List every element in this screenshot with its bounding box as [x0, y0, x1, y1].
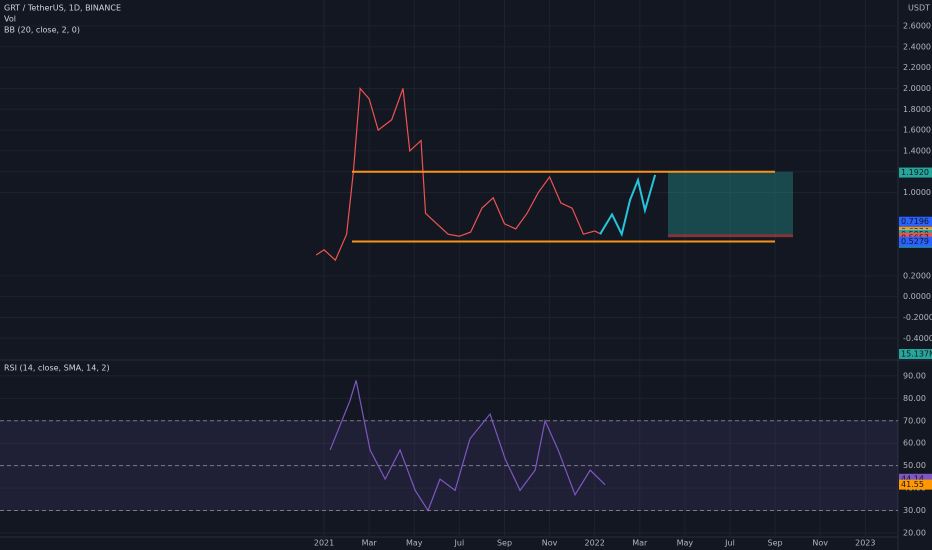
- y-tick-label: -0.4000: [903, 334, 932, 343]
- x-tick-label: Nov: [542, 539, 558, 548]
- subtitle: Vol: [4, 15, 16, 24]
- y-tick-label: 1.4000: [903, 146, 931, 155]
- volume-label-box: [899, 349, 932, 359]
- y-tick-label: 50.00: [903, 461, 926, 470]
- y-tick-label: 80.00: [903, 394, 926, 403]
- target-zone: [668, 171, 793, 235]
- price-label: 41.55: [901, 480, 924, 489]
- y-tick-label: 1.0000: [903, 188, 931, 197]
- y-tick-label: 2.2000: [903, 63, 931, 72]
- y-tick-label: 90.00: [903, 371, 926, 380]
- y-tick-label: 0.0000: [903, 292, 931, 301]
- y-tick-label: 60.00: [903, 439, 926, 448]
- price-label-box: [899, 479, 932, 490]
- price-label: 1.1920: [901, 168, 929, 177]
- x-tick-label: 2021: [314, 539, 334, 548]
- indicator-label: BB (20, close, 2, 0): [4, 26, 80, 35]
- price-label-box: [899, 473, 932, 484]
- price-label-box: [899, 236, 932, 247]
- price-label: 44.14: [901, 474, 924, 483]
- price-label: 0.7196: [901, 217, 929, 226]
- volume-label: 15.137M: [901, 350, 932, 359]
- x-tick-label: 2023: [855, 539, 875, 548]
- price-label-box: [899, 216, 932, 227]
- x-tick-label: Sep: [497, 539, 512, 548]
- y-tick-label: 1.8000: [903, 105, 931, 114]
- x-tick-label: Sep: [768, 539, 783, 548]
- x-tick-label: 2022: [585, 539, 605, 548]
- x-tick-label: Mar: [362, 539, 378, 548]
- unit-label: USDT: [908, 4, 930, 13]
- y-tick-label: 20.00: [903, 528, 926, 537]
- chart-title: GRT / TetherUS, 1D, BINANCE: [4, 4, 121, 13]
- x-tick-label: Nov: [812, 539, 828, 548]
- y-tick-label: 70.00: [903, 416, 926, 425]
- y-tick-label: 1.6000: [903, 126, 931, 135]
- y-tick-label: 2.0000: [903, 84, 931, 93]
- y-tick-label: 0.2000: [903, 271, 931, 280]
- y-tick-label: 2.6000: [903, 22, 931, 31]
- price-label-box: [899, 167, 932, 178]
- stop-zone: [668, 234, 793, 238]
- y-tick-label: 30.00: [903, 506, 926, 515]
- x-tick-label: May: [406, 539, 423, 548]
- series-line: [329, 380, 606, 512]
- y-tick-label: 2.4000: [903, 42, 931, 51]
- rsi-title: RSI (14, close, SMA, 14, 2): [4, 364, 110, 373]
- series-line: [315, 86, 602, 262]
- price-label: 0.5279: [901, 237, 929, 246]
- x-tick-label: Jul: [454, 539, 465, 548]
- x-tick-label: Mar: [632, 539, 648, 548]
- series-line: [599, 174, 657, 238]
- x-tick-label: Jul: [724, 539, 735, 548]
- y-tick-label: -0.2000: [903, 313, 932, 322]
- x-tick-label: May: [677, 539, 694, 548]
